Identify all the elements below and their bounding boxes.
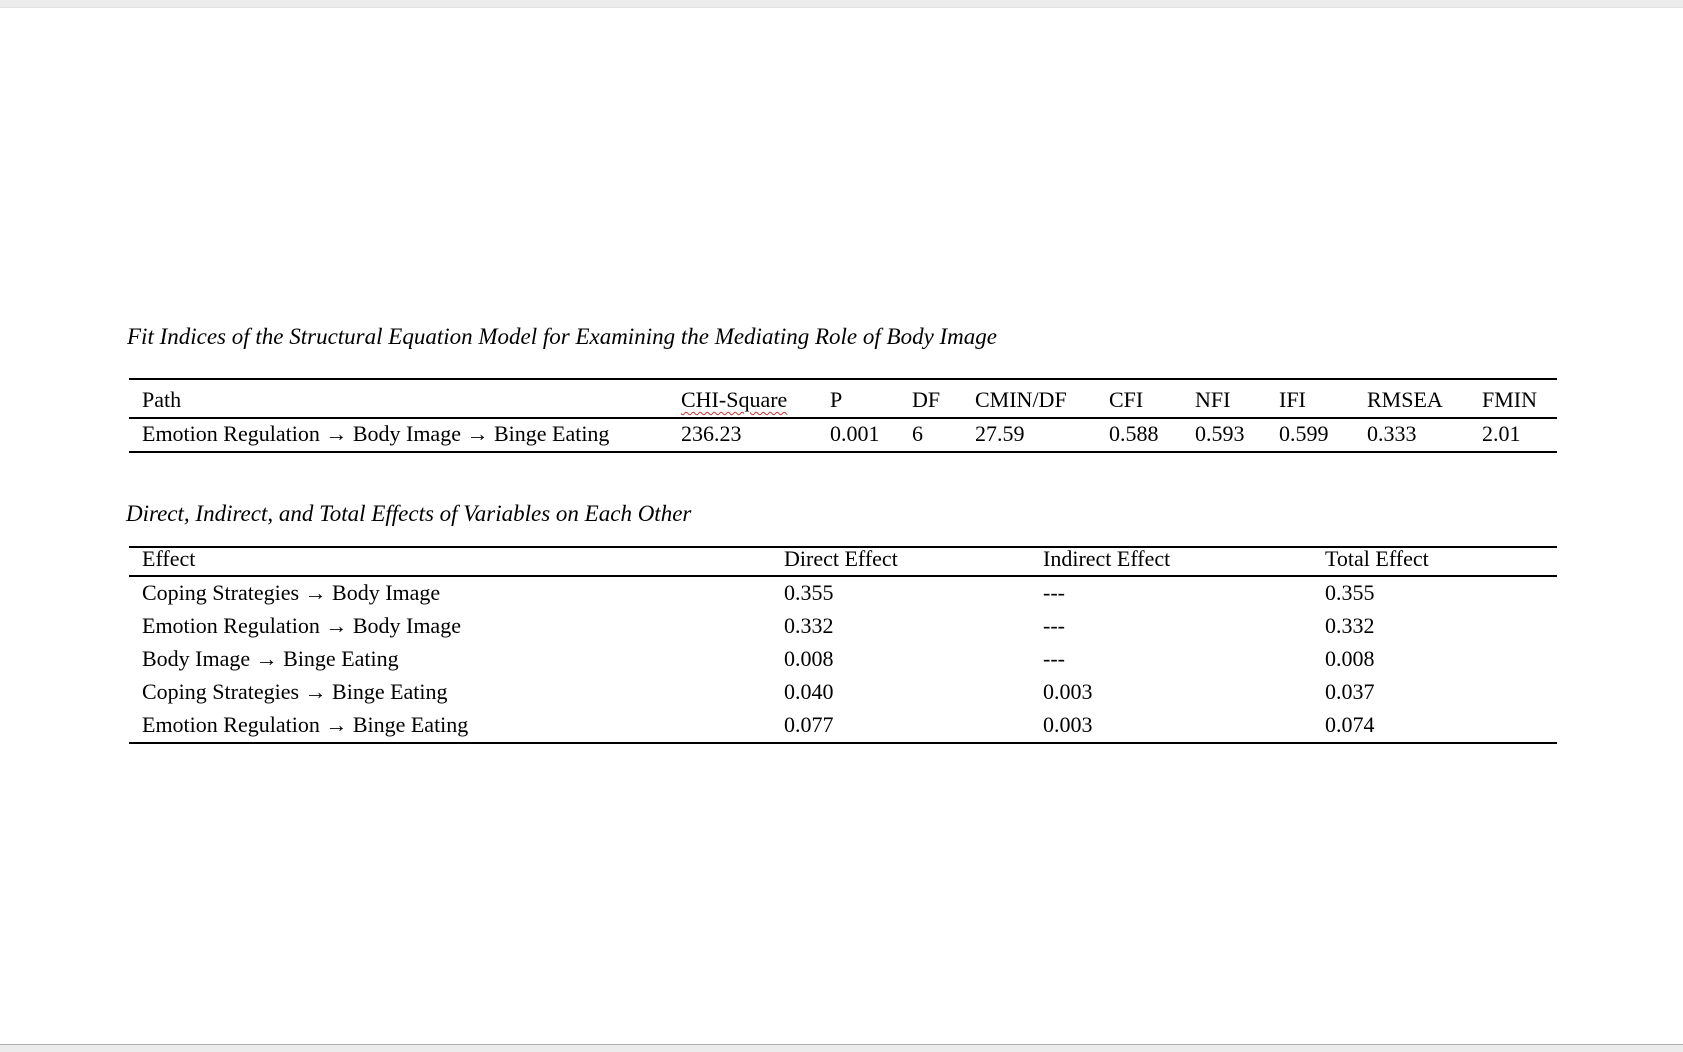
effects-cell-direct: 0.040 — [784, 679, 834, 704]
fit-col-chi-square: CHI-Square — [681, 379, 830, 418]
effects-cell-effect: Coping Strategies → Body Image — [142, 580, 441, 605]
fit-cell-rmsea: 0.333 — [1367, 421, 1417, 446]
effects-cell-total: 0.074 — [1325, 712, 1375, 737]
effects-col-total: Total Effect — [1325, 546, 1429, 571]
effects-cell-indirect: 0.003 — [1043, 679, 1093, 704]
fit-cell-nfi: 0.593 — [1195, 421, 1245, 446]
effects-cell-indirect: --- — [1043, 580, 1065, 605]
effects-cell-effect: Coping Strategies → Binge Eating — [142, 679, 448, 704]
fit-cell-df: 6 — [912, 421, 923, 446]
fit-col-rmsea: RMSEA — [1367, 387, 1443, 412]
fit-indices-table: Path CHI-Square P DF CMIN/DF CFI NFI IFI… — [129, 378, 1557, 453]
effects-table-row: Coping Strategies → Binge Eating 0.040 0… — [129, 676, 1557, 709]
fit-table-row: Emotion Regulation → Body Image → Binge … — [129, 418, 1557, 452]
effects-cell-indirect: 0.003 — [1043, 712, 1093, 737]
fit-indices-table-title: Fit Indices of the Structural Equation M… — [127, 324, 998, 349]
page-top-edge — [0, 0, 1683, 8]
fit-col-nfi: NFI — [1195, 387, 1231, 412]
page-bottom-edge — [0, 1044, 1683, 1052]
fit-col-cfi: CFI — [1109, 387, 1144, 412]
effects-table-row: Emotion Regulation → Binge Eating 0.077 … — [129, 709, 1557, 743]
fit-cell-path: Emotion Regulation → Body Image → Binge … — [142, 421, 610, 446]
fit-cell-chi-square: 236.23 — [681, 421, 742, 446]
effects-cell-direct: 0.008 — [784, 646, 834, 671]
effects-cell-indirect: --- — [1043, 646, 1065, 671]
effects-cell-effect: Emotion Regulation → Binge Eating — [142, 712, 469, 737]
fit-cell-fmin: 2.01 — [1482, 421, 1521, 446]
spellcheck-flagged-text: CHI-Square — [681, 387, 788, 412]
effects-cell-total: 0.008 — [1325, 646, 1375, 671]
fit-cell-p: 0.001 — [830, 421, 880, 446]
fit-col-fmin: FMIN — [1482, 387, 1538, 412]
effects-table-header-row: Effect Direct Effect Indirect Effect Tot… — [129, 547, 1557, 576]
effects-cell-effect: Emotion Regulation → Body Image — [142, 613, 461, 638]
fit-table-header-row: Path CHI-Square P DF CMIN/DF CFI NFI IFI… — [129, 379, 1557, 418]
effects-cell-total: 0.037 — [1325, 679, 1375, 704]
fit-col-path: Path — [142, 387, 182, 412]
effects-cell-direct: 0.355 — [784, 580, 834, 605]
fit-cell-ifi: 0.599 — [1279, 421, 1329, 446]
effects-table: Effect Direct Effect Indirect Effect Tot… — [129, 546, 1557, 744]
effects-col-direct: Direct Effect — [784, 546, 898, 571]
fit-col-cmin-df: CMIN/DF — [975, 387, 1067, 412]
effects-cell-indirect: --- — [1043, 613, 1065, 638]
effects-cell-direct: 0.332 — [784, 613, 834, 638]
effects-col-effect: Effect — [142, 546, 196, 571]
effects-cell-effect: Body Image → Binge Eating — [142, 646, 399, 671]
fit-col-df: DF — [912, 387, 941, 412]
effects-col-indirect: Indirect Effect — [1043, 546, 1171, 571]
effects-table-row: Body Image → Binge Eating 0.008 --- 0.00… — [129, 643, 1557, 676]
effects-table-row: Coping Strategies → Body Image 0.355 ---… — [129, 576, 1557, 610]
fit-cell-cmin-df: 27.59 — [975, 421, 1025, 446]
fit-col-p: P — [830, 387, 843, 412]
effects-cell-direct: 0.077 — [784, 712, 834, 737]
effects-table-title: Direct, Indirect, and Total Effects of V… — [126, 501, 692, 526]
effects-table-row: Emotion Regulation → Body Image 0.332 --… — [129, 610, 1557, 643]
effects-cell-total: 0.332 — [1325, 613, 1375, 638]
fit-col-ifi: IFI — [1279, 387, 1306, 412]
fit-cell-cfi: 0.588 — [1109, 421, 1159, 446]
effects-cell-total: 0.355 — [1325, 580, 1375, 605]
